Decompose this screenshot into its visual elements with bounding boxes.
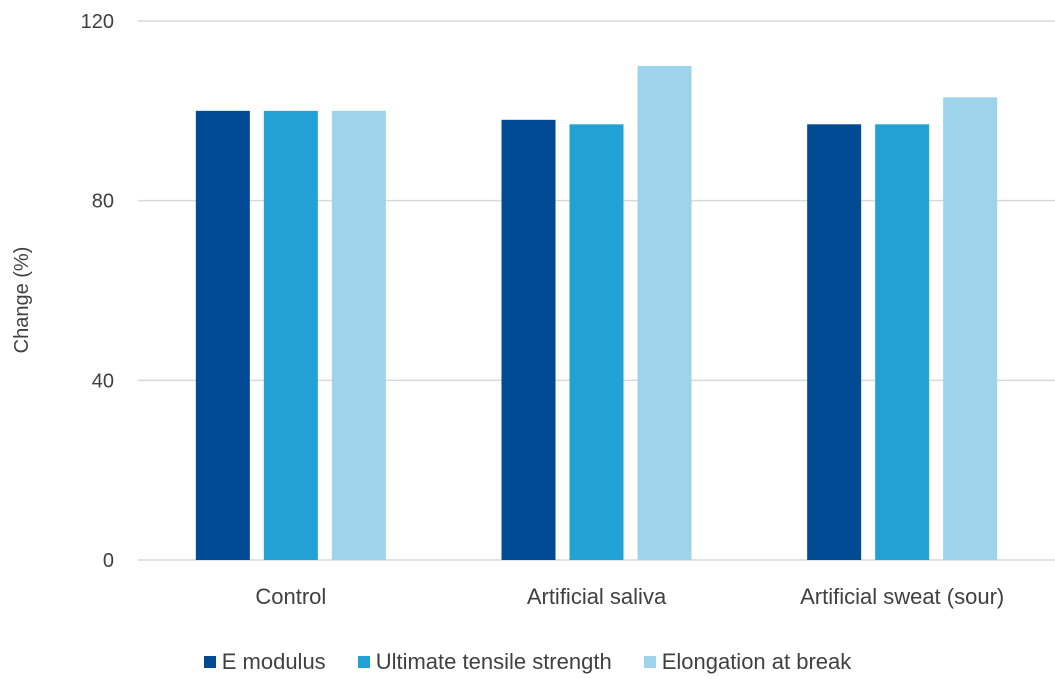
bar-ultimate-tensile-strength xyxy=(569,124,624,560)
bar-ultimate-tensile-strength xyxy=(263,110,318,560)
bar-e-modulus xyxy=(501,119,556,561)
bar-e-modulus xyxy=(807,124,862,560)
legend: E modulus Ultimate tensile strength Elonga… xyxy=(0,645,1055,679)
y-tick-label: 40 xyxy=(92,370,114,392)
bar-chart: 0 40 80 120 Control Artificial saliva Artific… xyxy=(11,11,1055,609)
x-category-label: Control xyxy=(255,584,326,609)
x-category-label: Artificial sweat (sour) xyxy=(800,584,1004,609)
legend-label: E modulus xyxy=(221,649,326,674)
bar-elongation-at-break xyxy=(637,65,692,561)
y-axis-ticks: 0 40 80 120 xyxy=(81,11,114,572)
legend-item: Ultimate tensile strength xyxy=(357,649,612,675)
legend-swatch xyxy=(643,656,656,668)
y-tick-label: 0 xyxy=(103,550,114,572)
x-category-label: Artificial saliva xyxy=(527,584,667,609)
bar-e-modulus xyxy=(195,110,250,560)
legend-label: Ultimate tensile strength xyxy=(375,649,612,674)
bar-elongation-at-break xyxy=(331,110,386,560)
bar-elongation-at-break xyxy=(943,97,998,560)
y-axis-label: Change (%) xyxy=(11,247,33,354)
legend-item: E modulus xyxy=(203,649,326,675)
legend-swatch xyxy=(203,656,216,668)
legend-swatch xyxy=(357,656,370,668)
x-axis-categories: Control Artificial saliva Artificial sweat… xyxy=(255,584,1004,609)
y-tick-label: 80 xyxy=(92,191,114,213)
legend-item: Elongation at break xyxy=(643,649,852,675)
legend-label: Elongation at break xyxy=(661,649,852,674)
y-tick-label: 120 xyxy=(81,11,114,33)
bar-ultimate-tensile-strength xyxy=(875,124,930,560)
bars xyxy=(195,65,998,561)
